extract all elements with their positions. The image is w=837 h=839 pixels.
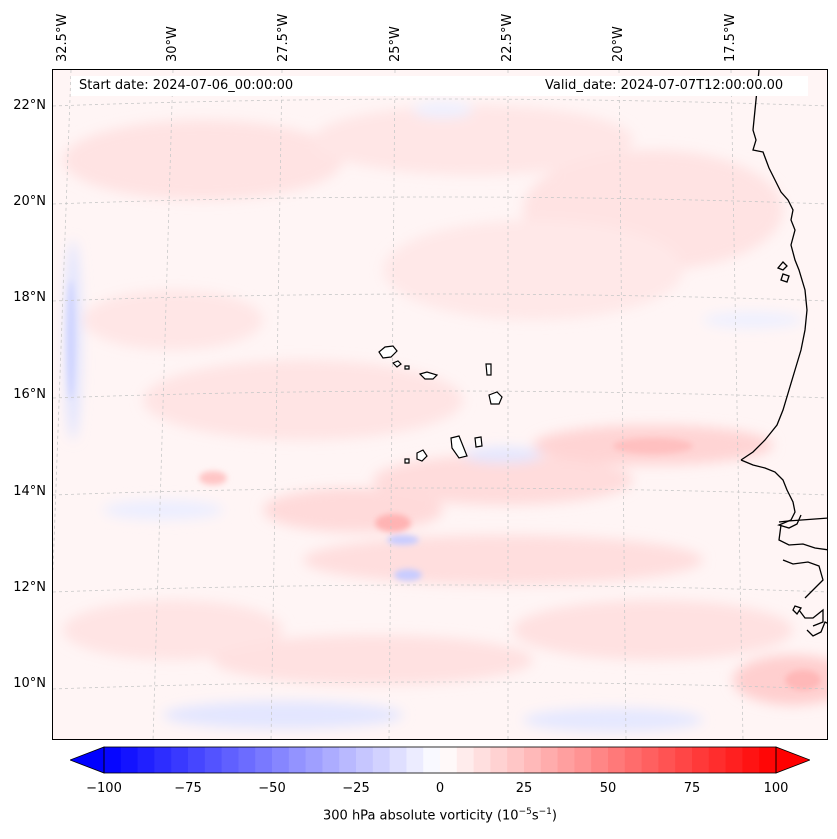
colorbar-cell [204, 747, 223, 773]
lon-label-20w: 20°W [611, 26, 626, 62]
vorticity-strong-cells [67, 280, 821, 690]
lon-label-27-5w: 27.5°W [276, 13, 291, 62]
colorbar-cell [507, 747, 525, 773]
colorbar-extend-min [70, 746, 105, 774]
lat-label-22n: 22°N [13, 98, 46, 113]
colorbar-tick-25: 25 [515, 781, 533, 796]
graticule [53, 70, 827, 739]
lat-label-20n: 20°N [13, 194, 46, 209]
island-sal [485, 363, 492, 376]
island-boa-vista [488, 391, 503, 405]
lat-label-12n: 12°N [13, 580, 46, 595]
colorbar-cell [557, 747, 575, 773]
colorbar-tick-50: 50 [599, 781, 617, 796]
map-panel[interactable] [52, 69, 828, 740]
vorticity-field [53, 70, 827, 739]
colorbar-cell [624, 747, 643, 773]
colorbar-cell [305, 747, 323, 773]
cape-verde-islands [378, 345, 503, 464]
colorbar-cell [725, 747, 743, 773]
lat-label-16n: 16°N [13, 387, 46, 402]
colorbar-cell [423, 747, 441, 773]
lat-label-18n: 18°N [13, 290, 46, 305]
colorbar-outline [103, 746, 777, 774]
colorbar-cell [372, 747, 391, 773]
colorbar-cell [120, 747, 139, 773]
colorbar-cell [473, 747, 491, 773]
colorbar-cell [188, 747, 206, 773]
island-brava [404, 458, 410, 464]
colorbar-cell [759, 747, 777, 773]
colorbar-cell [440, 747, 458, 773]
colorbar-cell [288, 747, 307, 773]
lon-label-22-5w: 22.5°W [500, 13, 515, 62]
colorbar-cell [255, 747, 273, 773]
island-fogo [416, 449, 428, 462]
lon-label-30w: 30°W [165, 26, 180, 62]
colorbar-cell [574, 747, 592, 773]
lat-label-14n: 14°N [13, 484, 46, 499]
colorbar-cell [322, 747, 340, 773]
colorbar-tick-minus-75: −75 [174, 781, 202, 796]
coastline-africa [740, 70, 827, 637]
colorbar-cell [524, 747, 542, 773]
colorbar-cell [692, 747, 710, 773]
colorbar-cell [104, 747, 122, 773]
colorbar-cell [356, 747, 374, 773]
lon-label-25w: 25°W [388, 26, 403, 62]
lon-label-17-5w: 17.5°W [723, 13, 738, 62]
colorbar-cell [272, 747, 290, 773]
colorbar-tick-minus-100: −100 [86, 781, 122, 796]
island-sao-nicolau [418, 371, 439, 380]
colorbar-cell [406, 747, 424, 773]
valid-date-label: Valid_date: 2024-07-07T12:00:00.00 [545, 78, 784, 93]
header-background [71, 76, 808, 96]
colorbar-cells [104, 747, 777, 773]
colorbar-tick-75: 75 [683, 781, 701, 796]
colorbar-cell [171, 747, 189, 773]
colorbar-cell [658, 747, 676, 773]
island-sao-vicente [391, 360, 402, 368]
colorbar-title: 300 hPa absolute vorticity (10−5s−1) [323, 807, 557, 824]
colorbar-cell [675, 747, 693, 773]
colorbar-tick-minus-25: −25 [342, 781, 370, 796]
island-santo-antao [378, 345, 398, 359]
colorbar-tick-100: 100 [763, 781, 789, 796]
colorbar-cell [389, 747, 407, 773]
colorbar-cell [154, 747, 172, 773]
colorbar-extend-max [775, 746, 810, 774]
colorbar [70, 746, 810, 774]
island-santiago [450, 435, 468, 459]
colorbar-cell [137, 747, 155, 773]
colorbar-tick-0: 0 [435, 781, 445, 796]
colorbar-cell [591, 747, 609, 773]
start-date-label: Start date: 2024-07-06_00:00:00 [79, 78, 294, 93]
colorbar-cell [742, 747, 760, 773]
colorbar-cell [456, 747, 475, 773]
lat-label-10n: 10°N [13, 676, 46, 691]
lon-label-32-5w: 32.5°W [55, 13, 70, 62]
colorbar-cell [708, 747, 727, 773]
colorbar-cell [490, 747, 508, 773]
colorbar-cell [221, 747, 239, 773]
colorbar-cell [238, 747, 256, 773]
island-santa-luzia [404, 365, 410, 370]
colorbar-cell [608, 747, 626, 773]
colorbar-cell [339, 747, 357, 773]
colorbar-cell [540, 747, 559, 773]
colorbar-cell [641, 747, 659, 773]
island-maio [474, 436, 483, 448]
colorbar-tick-minus-50: −50 [258, 781, 286, 796]
